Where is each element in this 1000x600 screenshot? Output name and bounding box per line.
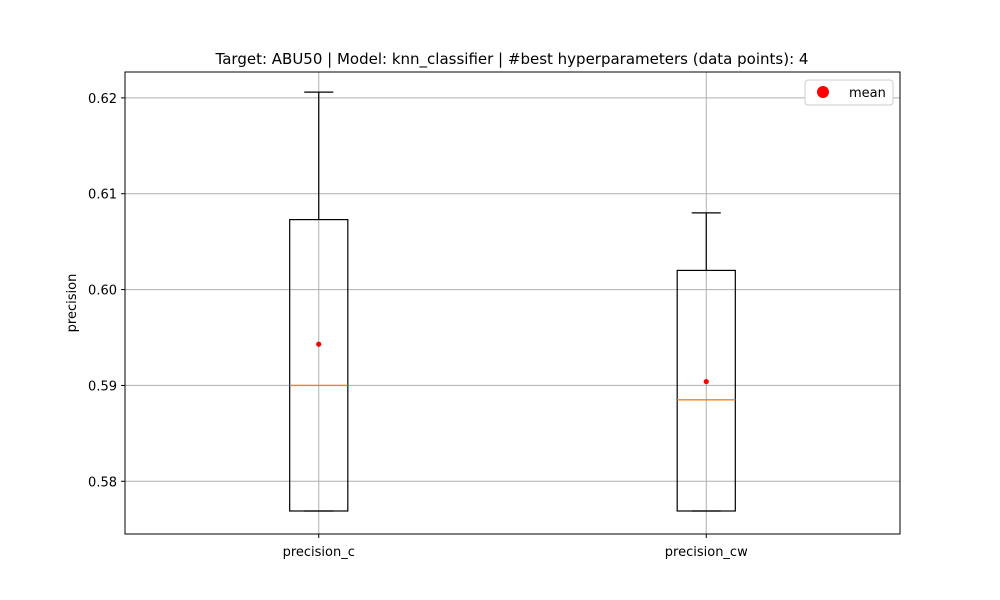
legend-mean-label: mean [849, 86, 886, 101]
y-tick-label: 0.62 [88, 92, 117, 107]
y-tick-label: 0.61 [88, 188, 117, 203]
grid [125, 72, 900, 534]
box-precision_c [289, 91, 349, 512]
plot-frame [124, 71, 901, 535]
chart-title: Target: ABU50 | Model: knn_classifier | … [215, 50, 809, 69]
legend-box [804, 79, 894, 106]
y-tick-label: 0.58 [88, 475, 117, 490]
boxes [289, 91, 736, 512]
ticks: 0.58 0.59 0.60 0.61 0.62 precision_c precision… [88, 92, 748, 560]
iqr-box [676, 269, 736, 512]
legend-mean-marker [817, 86, 829, 98]
x-tick-label: precision_c [283, 545, 355, 560]
legend: mean [804, 79, 894, 106]
mean-marker [316, 341, 322, 347]
y-tick-label: 0.60 [88, 284, 117, 299]
box-precision_cw [676, 212, 736, 512]
x-tick-label: precision_cw [665, 545, 748, 560]
y-tick-label: 0.59 [88, 379, 117, 394]
iqr-box [289, 219, 349, 512]
mean-marker [703, 378, 709, 385]
y-axis-label: precision [65, 274, 80, 333]
